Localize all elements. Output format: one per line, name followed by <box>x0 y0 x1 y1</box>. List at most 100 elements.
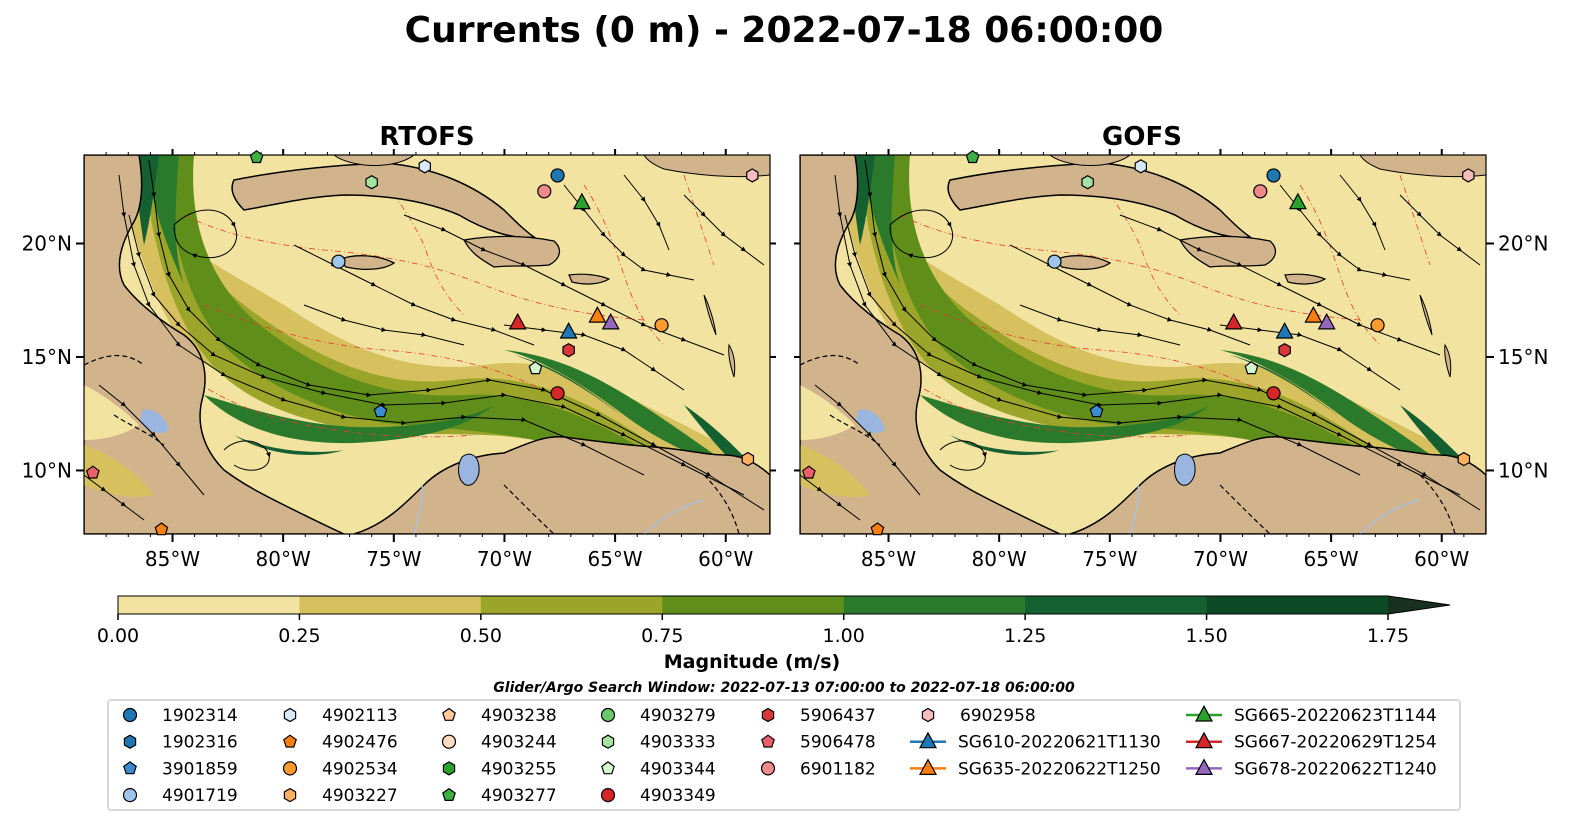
marker-6902958 <box>746 168 759 183</box>
lon-tick-label: 65°W <box>1303 547 1358 571</box>
panel-title-rtofs: RTOFS <box>379 122 474 152</box>
legend-label: 4903238 <box>481 706 557 726</box>
legend-label: 4903227 <box>322 786 398 806</box>
legend-label: 3901859 <box>162 759 238 779</box>
search-window-text: Glider/Argo Search Window: 2022-07-13 07… <box>493 680 1075 696</box>
legend-entry: 4903238 <box>442 706 557 726</box>
legend-symbol <box>761 707 775 723</box>
colorbar-segment <box>118 596 300 614</box>
lon-tick-label: 70°W <box>477 547 532 571</box>
legend-symbol <box>123 734 137 749</box>
legend-symbol <box>761 734 775 748</box>
colorbar-segment <box>299 596 482 614</box>
legend-symbol <box>601 761 615 775</box>
marker-sg635-20220622t1250 <box>588 306 607 323</box>
marker-3901859 <box>373 404 388 418</box>
markers-gofs <box>801 150 1475 536</box>
marker-6902958 <box>1462 168 1475 183</box>
marker-sg678-20220622t1240 <box>601 312 620 330</box>
marker-6901182 <box>537 184 552 199</box>
lon-tick-label: 75°W <box>1082 547 1137 571</box>
legend-entry: 3901859 <box>123 759 238 779</box>
legend-label: 4903344 <box>640 759 716 779</box>
lon-tick-label: 80°W <box>972 547 1027 571</box>
lat-tick-label: 15°N <box>22 345 72 369</box>
marker-sg635-20220622t1250 <box>1304 306 1323 323</box>
legend-symbol <box>283 787 297 803</box>
lat-tick-label: 20°N <box>22 232 72 256</box>
legend-symbol <box>441 734 457 749</box>
colorbar-segment <box>662 596 845 614</box>
legend-entry: SG635-20220622T1250 <box>910 758 1161 779</box>
legend-label: 5906478 <box>800 733 876 753</box>
legend-symbol <box>123 761 137 775</box>
legend-label: 4903255 <box>481 759 557 779</box>
marker-sg610-20220621t1130 <box>559 321 578 339</box>
marker-sg667-20220629t1254 <box>1224 312 1243 330</box>
legend-label: SG635-20220622T1250 <box>958 759 1161 779</box>
legend-label: 4903333 <box>640 733 716 753</box>
legend-symbol <box>1194 731 1214 749</box>
legend-symbol <box>122 707 138 723</box>
colorbar-label: Magnitude (m/s) <box>664 651 841 673</box>
lon-tick-label: 75°W <box>366 547 421 571</box>
legend-symbol <box>442 787 456 802</box>
marker-4902534 <box>654 318 669 333</box>
legend-label: SG667-20220629T1254 <box>1234 733 1437 753</box>
marker-4903333 <box>365 175 378 190</box>
marker-4903344 <box>528 361 543 375</box>
legend-entry: 6902958 <box>921 706 1036 726</box>
legend-entry: 4903344 <box>601 759 716 779</box>
legend-entry: SG667-20220629T1254 <box>1186 731 1437 753</box>
marker-4901719 <box>1047 254 1062 269</box>
marker-4903333 <box>1081 175 1094 190</box>
colorbar-tick-label: 0.00 <box>97 625 139 647</box>
legend-symbol <box>283 734 297 748</box>
legend-entry: SG665-20220623T1144 <box>1186 704 1437 726</box>
lon-tick-label: 85°W <box>861 547 916 571</box>
legend-entry: 5906437 <box>761 706 876 726</box>
marker-sg665-20220623t1144 <box>572 192 591 210</box>
legend-symbol <box>122 787 138 803</box>
colorbar-tick-label: 1.00 <box>823 625 865 647</box>
marker-6901182 <box>1253 184 1268 199</box>
legend-label: 4903349 <box>640 786 716 806</box>
marker-3901859 <box>1089 404 1104 418</box>
marker-4902113 <box>1134 159 1148 174</box>
legend-symbol <box>600 707 616 723</box>
colorbar-tick-label: 1.75 <box>1367 625 1409 647</box>
legend-symbol <box>442 707 456 721</box>
legend-label: 4902113 <box>322 706 398 726</box>
legend-entry: 6901182 <box>760 759 876 779</box>
marker-4903277 <box>249 150 264 164</box>
lat-tick-label: 10°N <box>22 458 72 482</box>
marker-1902314 <box>550 168 565 183</box>
lon-tick-label: 85°W <box>145 547 200 571</box>
legend-label: 4901719 <box>162 786 238 806</box>
colorbar-segment <box>1025 596 1208 614</box>
marker-5906437 <box>1278 343 1291 358</box>
lat-tick-label: 20°N <box>1498 232 1548 256</box>
lon-tick-label: 60°W <box>698 547 753 571</box>
marker-4902534 <box>1370 318 1385 333</box>
legend-entry: 4903244 <box>441 733 557 753</box>
legend-symbol <box>282 761 298 776</box>
marker-sg667-20220629t1254 <box>508 312 527 330</box>
colorbar-tick-label: 0.75 <box>641 625 683 647</box>
legend-box <box>107 699 1461 811</box>
lon-tick-label: 65°W <box>587 547 642 571</box>
marker-sg610-20220621t1130 <box>1275 321 1294 339</box>
marker-sg665-20220623t1144 <box>1288 192 1307 210</box>
marker-4903349 <box>550 386 565 401</box>
marker-sg678-20220622t1240 <box>1317 312 1336 330</box>
legend-entry: 4903333 <box>601 733 716 753</box>
legend-entry: 4903227 <box>283 786 398 806</box>
legend-symbol <box>601 734 615 749</box>
legend-entry: 4902113 <box>283 706 398 726</box>
marker-4903349 <box>1266 386 1281 401</box>
map-frame-gofs <box>799 154 1487 535</box>
legend-label: 4903244 <box>481 733 557 753</box>
colorbar-segment <box>480 596 663 614</box>
legend-symbol <box>1194 704 1214 722</box>
marker-5906437 <box>562 343 575 358</box>
